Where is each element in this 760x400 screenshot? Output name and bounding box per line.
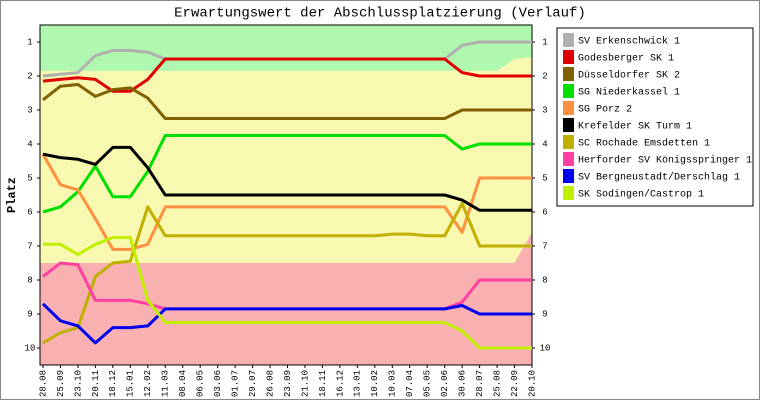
x-tick-label: 10.03 — [388, 370, 398, 397]
x-tick-label: 26.08 — [265, 370, 275, 397]
legend-label: Godesberger SK 1 — [578, 53, 674, 65]
y2-tick-label: 10 — [540, 343, 551, 353]
y2-tick-label: 3 — [542, 105, 547, 115]
legend-label: SC Rochade Emsdetten 1 — [578, 138, 710, 150]
y-tick-label: 10 — [25, 343, 36, 353]
plot-border — [39, 24, 533, 366]
series-line — [42, 57, 532, 93]
legend-label: SK Sodingen/Castrop 1 — [578, 189, 704, 201]
legend-swatch — [563, 135, 574, 149]
legend-label: Krefelder SK Turm 1 — [578, 121, 692, 133]
y-tick-label: 6 — [27, 207, 32, 217]
legend-label: Düsseldorfer SK 2 — [578, 70, 680, 82]
background-band — [40, 232, 532, 365]
legend-swatch — [563, 169, 574, 183]
x-tick-label: 29.07 — [248, 370, 258, 397]
x-tick-label: 08.04 — [178, 370, 188, 397]
y-tick-label: 1 — [27, 37, 32, 47]
x-tick-label: 06.05 — [196, 370, 206, 397]
legend-swatch — [563, 84, 574, 98]
legend-swatch — [563, 50, 574, 64]
x-tick-label: 30.06 — [458, 370, 468, 397]
legend-swatch — [563, 67, 574, 81]
x-tick-label: 01.07 — [230, 370, 240, 397]
series-line — [43, 236, 532, 350]
series-line — [42, 134, 532, 214]
legend: SV Erkenschwick 1 Godesberger SK 1 Düsseld… — [556, 27, 754, 207]
x-tick-label: 18.11 — [318, 370, 328, 397]
legend-swatch — [563, 33, 574, 47]
x-tick-label: 16.12 — [335, 370, 345, 397]
legend-swatch — [563, 118, 574, 132]
x-tick-label: 20.11 — [91, 370, 101, 397]
series-line — [41, 153, 532, 251]
x-tick-label: 02.06 — [440, 370, 450, 397]
y2-tick-label: 2 — [542, 71, 547, 81]
legend-box — [556, 27, 754, 207]
y2-tick-label: 4 — [542, 139, 547, 149]
x-tick-label: 28.07 — [475, 370, 485, 397]
x-tick-label: 23.09 — [283, 370, 293, 397]
y-tick-label: 4 — [27, 139, 32, 149]
legend-label: SV Erkenschwick 1 — [578, 36, 680, 48]
x-tick-label: 25.09 — [56, 370, 66, 397]
y2-tick-label: 9 — [542, 309, 547, 319]
x-tick-label: 11.03 — [161, 370, 171, 397]
series-line — [42, 83, 532, 120]
y-tick-label: 9 — [27, 309, 32, 319]
legend-label: Herforder SV Königsspringer 1 — [578, 155, 752, 167]
y-tick-label: 8 — [27, 275, 32, 285]
legend-swatch — [563, 186, 574, 200]
x-tick-label: 07.04 — [405, 370, 415, 397]
x-tick-label: 25.08 — [492, 370, 502, 397]
x-tick-label: 28.08 — [38, 370, 48, 397]
x-tick-label: 18.12 — [108, 370, 118, 397]
y-tick-label: 7 — [27, 241, 32, 251]
y2-tick-label: 5 — [542, 173, 547, 183]
legend-label: SG Niederkassel 1 — [578, 87, 680, 99]
y2-tick-label: 8 — [542, 275, 547, 285]
chart-title: Erwartungswert der Abschlussplatzierung … — [174, 6, 586, 22]
x-tick-label: 22.09 — [510, 370, 520, 397]
y2-tick-label: 7 — [542, 241, 547, 251]
series-line — [42, 145, 532, 212]
x-tick-label: 15.01 — [126, 370, 136, 397]
legend-label: SG Porz 2 — [578, 105, 632, 116]
legend-swatch — [563, 101, 574, 115]
legend-label: SV Bergneustadt/Derschlag 1 — [578, 172, 740, 184]
x-tick-label: 10.02 — [370, 370, 380, 397]
x-tick-label: 03.06 — [213, 370, 223, 397]
y-axis-label: Platz — [5, 177, 19, 213]
series-line — [42, 202, 532, 345]
y-tick-label: 5 — [27, 173, 32, 183]
x-tick-label: 12.02 — [143, 370, 153, 397]
series-line — [41, 302, 532, 345]
y2-tick-label: 1 — [542, 37, 547, 47]
x-tick-label: 20.10 — [527, 370, 537, 397]
x-tick-label: 23.10 — [73, 370, 83, 397]
x-tick-label: 21.10 — [300, 370, 310, 397]
legend-swatch — [563, 152, 574, 166]
y2-tick-label: 6 — [542, 207, 547, 217]
y-tick-label: 3 — [27, 105, 32, 115]
x-tick-label: 13.01 — [353, 370, 363, 397]
y-tick-label: 2 — [27, 71, 32, 81]
x-tick-label: 05.05 — [423, 370, 433, 397]
